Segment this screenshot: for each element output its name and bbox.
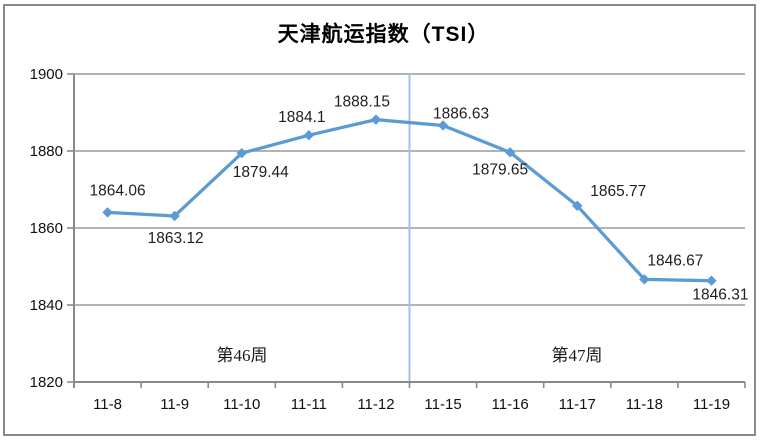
y-axis-label: 1840 [30,297,63,314]
y-axis-label: 1900 [30,66,63,83]
data-point-marker [102,207,113,218]
x-axis-label: 11-16 [492,396,529,413]
data-point-marker [370,114,382,125]
data-point-label: 1884.1 [278,109,325,126]
data-point-marker [169,210,180,222]
data-point-marker [236,147,247,159]
x-axis-label: 11-15 [424,396,461,413]
week-47-annotation: 第47周 [551,346,603,365]
data-point-label: 1879.65 [472,161,528,178]
data-point-marker [706,275,717,286]
x-axis-label: 11-11 [291,396,327,413]
tsi-series-line [105,117,714,283]
y-axis-label: 1820 [30,374,63,391]
data-point-label: 1846.67 [647,252,703,269]
data-point-label: 1863.12 [148,230,204,247]
x-axis-label: 11-17 [559,396,596,413]
data-point-label: 1846.31 [692,287,748,304]
y-axis-label: 1880 [30,143,63,160]
x-axis-label: 11-8 [93,396,122,413]
y-axis-label: 1860 [30,220,63,237]
chart-border [3,4,756,436]
data-point-label: 1886.63 [433,105,489,122]
data-point-marker [504,147,516,158]
x-axis-label: 11-18 [626,396,663,413]
x-axis-label: 11-9 [160,396,189,413]
data-point-label: 1864.06 [90,182,146,199]
data-point-label: 1879.44 [233,164,289,181]
x-axis-label: 11-10 [223,396,260,413]
week-46-annotation: 第46周 [216,346,268,365]
chart-title: 天津航运指数（TSI） [277,23,490,46]
data-point-marker [639,274,650,285]
data-point-label: 1865.77 [590,183,646,200]
data-point-marker [303,130,315,141]
data-point-marker [572,200,583,211]
x-axis-label: 11-12 [357,396,394,413]
data-point-label: 1888.15 [334,94,390,111]
data-point-marker [437,120,449,131]
x-axis-label: 11-19 [693,396,730,413]
